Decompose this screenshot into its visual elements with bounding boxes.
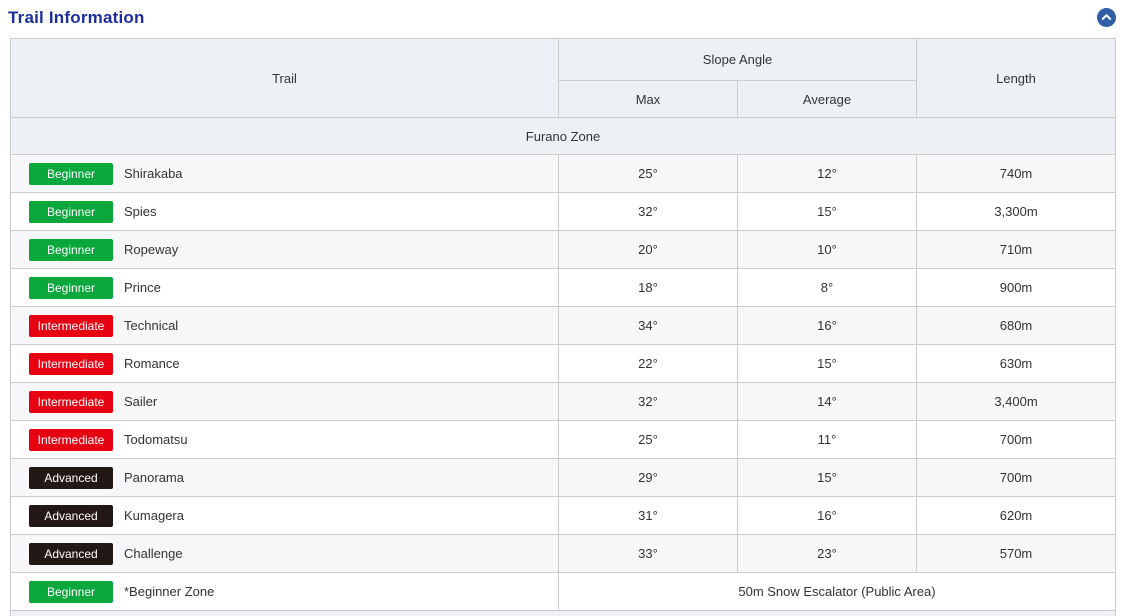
column-header-average: Average <box>737 80 917 118</box>
average-cell: 12° <box>737 154 917 193</box>
trail-name: Kumagera <box>124 508 184 523</box>
length-cell: 3,400m <box>916 382 1116 421</box>
trail-cell: Advanced Challenge <box>10 534 559 573</box>
trail-row: Intermediate Sailer 32° 14° 3,400m <box>10 382 1116 421</box>
max-cell: 29° <box>558 458 738 497</box>
max-cell: 20° <box>558 230 738 269</box>
column-header-slope-angle: Slope Angle <box>558 38 917 81</box>
max-cell: 34° <box>558 306 738 345</box>
level-badge: Beginner <box>29 238 113 261</box>
trail-cell: Intermediate Romance <box>10 344 559 383</box>
length-cell: 740m <box>916 154 1116 193</box>
length-cell: 570m <box>916 534 1116 573</box>
average-cell: 23° <box>737 534 917 573</box>
chevron-up-icon <box>1101 12 1112 23</box>
level-badge: Intermediate <box>29 314 113 337</box>
trail-cell: Advanced Panorama <box>10 458 559 497</box>
max-cell: 25° <box>558 420 738 459</box>
trail-name: Spies <box>124 204 157 219</box>
trail-row: Beginner Shirakaba 25° 12° 740m <box>10 154 1116 193</box>
level-badge: Advanced <box>29 542 113 565</box>
trail-cell: Beginner Prince <box>10 268 559 307</box>
table-header: Trail Slope Angle Length Max Average <box>10 38 1116 118</box>
column-header-max: Max <box>558 80 738 118</box>
level-badge: Beginner <box>29 580 113 603</box>
max-cell: 18° <box>558 268 738 307</box>
trail-cell: Intermediate Technical <box>10 306 559 345</box>
scroll-to-top-button[interactable] <box>1097 8 1116 27</box>
table-body: Furano Zone Beginner Shirakaba 25° 12° 740m B… <box>10 117 1116 611</box>
trail-name: *Beginner Zone <box>124 584 215 599</box>
trail-row: Advanced Kumagera 31° 16° 620m <box>10 496 1116 535</box>
trail-cell: Intermediate Sailer <box>10 382 559 421</box>
length-cell: 710m <box>916 230 1116 269</box>
trail-row: Intermediate Todomatsu 25° 11° 700m <box>10 420 1116 459</box>
average-cell: 16° <box>737 306 917 345</box>
column-header-length: Length <box>916 38 1116 118</box>
level-badge: Intermediate <box>29 390 113 413</box>
max-cell: 22° <box>558 344 738 383</box>
average-cell: 14° <box>737 382 917 421</box>
page-title: Trail Information <box>8 7 145 27</box>
trail-row: Beginner *Beginner Zone 50m Snow Escalator… <box>10 572 1116 611</box>
trail-row: Beginner Ropeway 20° 10° 710m <box>10 230 1116 269</box>
length-cell: 620m <box>916 496 1116 535</box>
average-cell: 15° <box>737 458 917 497</box>
average-cell: 15° <box>737 344 917 383</box>
trail-cell: Beginner Spies <box>10 192 559 231</box>
level-badge: Intermediate <box>29 352 113 375</box>
trail-name: Sailer <box>124 394 158 409</box>
average-cell: 10° <box>737 230 917 269</box>
trail-name: Ropeway <box>124 242 179 257</box>
trail-row: Beginner Prince 18° 8° 900m <box>10 268 1116 307</box>
max-cell: 31° <box>558 496 738 535</box>
trail-row: Advanced Panorama 29° 15° 700m <box>10 458 1116 497</box>
max-cell: 25° <box>558 154 738 193</box>
trail-row: Beginner Spies 32° 15° 3,300m <box>10 192 1116 231</box>
length-cell: 900m <box>916 268 1116 307</box>
trail-cell: Intermediate Todomatsu <box>10 420 559 459</box>
max-cell: 33° <box>558 534 738 573</box>
page-header: Trail Information <box>0 0 1125 30</box>
trail-row: Advanced Challenge 33° 23° 570m <box>10 534 1116 573</box>
column-header-trail: Trail <box>10 38 559 118</box>
trail-cell: Beginner *Beginner Zone <box>10 572 559 611</box>
max-cell: 32° <box>558 192 738 231</box>
zone-header-row: Furano Zone <box>10 117 1116 155</box>
level-badge: Advanced <box>29 504 113 527</box>
trail-name: Technical <box>124 318 179 333</box>
average-cell: 16° <box>737 496 917 535</box>
level-badge: Advanced <box>29 466 113 489</box>
next-zone-row-partial <box>10 610 1116 616</box>
length-cell: 700m <box>916 458 1116 497</box>
trail-cell: Beginner Shirakaba <box>10 154 559 193</box>
level-badge: Beginner <box>29 276 113 299</box>
trail-name: Romance <box>124 356 180 371</box>
trail-cell: Beginner Ropeway <box>10 230 559 269</box>
trail-name: Panorama <box>124 470 184 485</box>
trail-name: Prince <box>124 280 161 295</box>
trail-name: Shirakaba <box>124 166 183 181</box>
average-cell: 15° <box>737 192 917 231</box>
trail-information-table: Trail Slope Angle Length Max Average Fur… <box>10 38 1116 616</box>
length-cell: 700m <box>916 420 1116 459</box>
level-badge: Intermediate <box>29 428 113 451</box>
trail-name: Challenge <box>124 546 183 561</box>
level-badge: Beginner <box>29 200 113 223</box>
length-cell: 630m <box>916 344 1116 383</box>
length-cell: 680m <box>916 306 1116 345</box>
trail-row: Intermediate Romance 22° 15° 630m <box>10 344 1116 383</box>
trail-row: Intermediate Technical 34° 16° 680m <box>10 306 1116 345</box>
merged-note-cell: 50m Snow Escalator (Public Area) <box>558 572 1116 611</box>
max-cell: 32° <box>558 382 738 421</box>
zone-name: Furano Zone <box>10 117 1116 155</box>
length-cell: 3,300m <box>916 192 1116 231</box>
trail-cell: Advanced Kumagera <box>10 496 559 535</box>
average-cell: 11° <box>737 420 917 459</box>
level-badge: Beginner <box>29 162 113 185</box>
trail-name: Todomatsu <box>124 432 188 447</box>
average-cell: 8° <box>737 268 917 307</box>
